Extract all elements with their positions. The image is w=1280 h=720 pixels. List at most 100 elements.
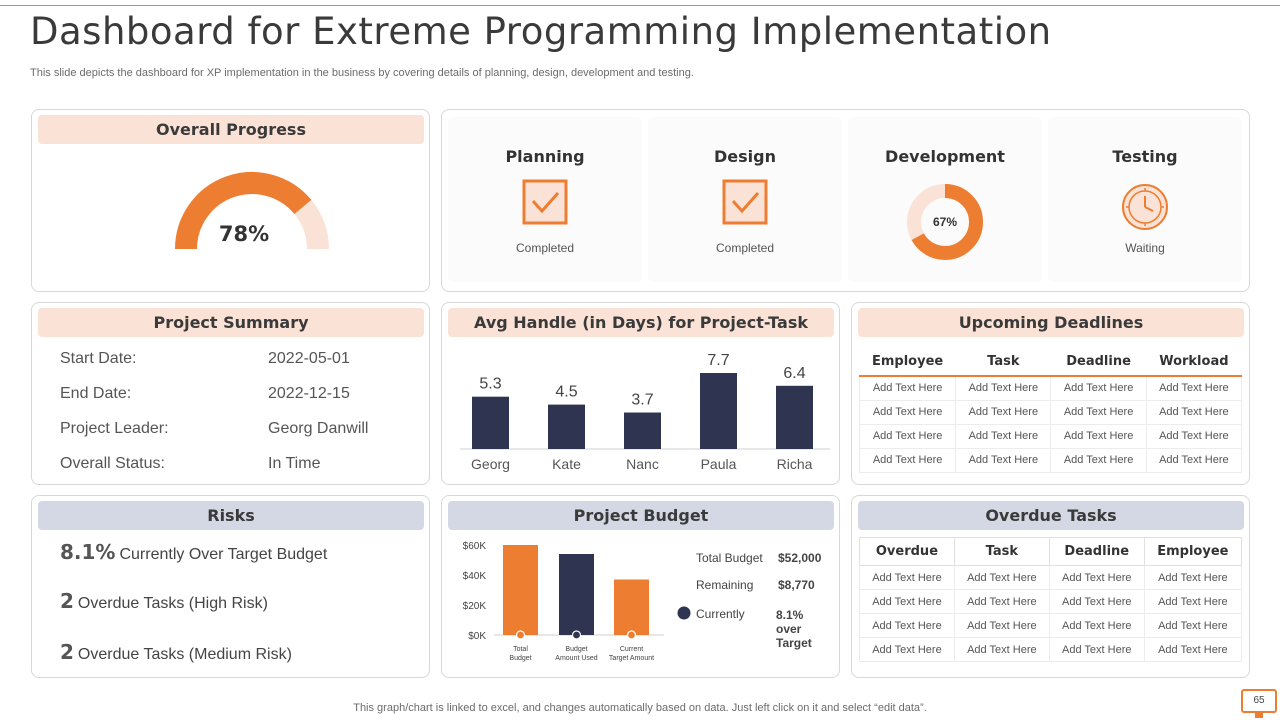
table-cell: Add Text Here [955,399,1052,425]
risk-number: 8.1% [60,540,116,564]
avg-handle-card: Avg Handle (in Days) for Project-Task 5.… [441,302,840,485]
avg-handle-heading: Avg Handle (in Days) for Project-Task [448,308,834,337]
phase-status: Completed [715,241,775,255]
upcoming-deadlines-card: Upcoming Deadlines Employee Task Deadlin… [851,302,1250,485]
table-row: Add Text Here Add Text Here Add Text Her… [858,399,1243,425]
total-budget-value: $52,000 [778,551,822,565]
deadlines-table: Employee Task Deadline Workload Add Text… [858,348,1243,473]
data-label: 6.4 [783,365,805,382]
tick-label: Richa [777,456,813,472]
tick-label: Kate [552,456,581,472]
bar [503,545,538,635]
project-summary-card: Project Summary Start Date: 2022-05-01 E… [31,302,430,485]
table-cell: Add Text Here [953,637,1050,662]
risk-text: Currently Over Target Budget [119,546,328,563]
summary-label: Overall Status: [60,455,165,472]
table-cell: Add Text Here [859,637,955,662]
x-tick-label-line: Total [513,646,528,653]
column-header: Deadline [1050,348,1147,377]
table-cell: Add Text Here [1143,589,1243,614]
overdue-tasks-heading: Overdue Tasks [858,501,1244,530]
donut-icon [907,184,983,260]
tick-label: Georg [471,456,510,472]
donut-value: 67% [932,215,958,229]
footer-note: This graph/chart is linked to excel, and… [353,702,927,714]
y-tick-label: $0K [468,631,486,642]
phases-card: Planning Completed Design Completed Deve… [441,109,1250,292]
summary-value: In Time [268,455,321,472]
column-header: Task [955,348,1051,377]
column-header: Employee [859,348,956,377]
summary-value: 2022-12-15 [268,385,350,402]
risk-number: 2 [60,589,74,613]
bar [700,373,737,449]
table-cell: Add Text Here [1143,613,1243,638]
table-cell: Add Text Here [955,423,1052,449]
table-row: Add Text Here Add Text Here Add Text Her… [859,613,1243,638]
phase-title: Planning [505,147,585,166]
table-cell: Add Text Here [1145,375,1243,401]
risks-heading: Risks [38,501,424,530]
x-tick-label-line: Budget [509,655,531,662]
y-tick-label: $20K [463,601,487,612]
table-cell: Add Text Here [1050,447,1147,473]
table-cell: Add Text Here [1050,375,1147,401]
data-label: 5.3 [479,376,501,393]
page-number: 65 [1241,689,1277,713]
project-budget-heading: Project Budget [448,501,834,530]
table-cell: Add Text Here [1048,589,1145,614]
summary-label: Project Leader: [60,420,169,437]
bullet-dot-icon [677,606,691,620]
budget-chart: $0K $20K $40K $60K Total Budget Budget Amount U… [463,541,664,662]
bar-marker [571,630,582,640]
risk-text: Overdue Tasks (Medium Risk) [77,646,292,663]
x-tick-label: Budget Amount Used [555,646,598,662]
bar-marker [626,630,637,640]
table-cell: Add Text Here [953,589,1050,614]
gauge-fill [175,172,312,250]
bar [472,396,509,449]
y-tick-label: $40K [463,571,487,582]
table-cell: Add Text Here [858,399,957,425]
table-row: Add Text Here Add Text Here Add Text Her… [858,423,1243,449]
x-tick-label: Total Budget [509,646,531,662]
bar [624,412,661,449]
clock-icon [1122,184,1168,230]
table-cell: Add Text Here [1050,399,1147,425]
phase-title: Testing [1112,147,1178,166]
table-cell: Add Text Here [953,565,1050,590]
table-row: Add Text Here Add Text Here Add Text Her… [858,447,1243,473]
project-summary-heading: Project Summary [38,308,424,337]
column-header: Deadline [1048,537,1145,566]
upcoming-deadlines-heading: Upcoming Deadlines [858,308,1244,337]
summary-label: End Date: [60,385,132,402]
table-header-row: Employee Task Deadline Workload [859,348,1242,377]
phase-title: Development [885,147,1005,166]
page-number-stand [1255,713,1263,718]
table-cell: Add Text Here [1145,423,1243,449]
table-cell: Add Text Here [1048,565,1145,590]
phase-development: Development 67% [848,117,1042,282]
x-tick-label: Current Target Amount [609,646,654,662]
summary-label: Start Date: [60,350,137,367]
table-cell: Add Text Here [1143,637,1243,662]
table-cell: Add Text Here [1048,637,1145,662]
remaining-value: $8,770 [778,578,815,592]
y-tick-label: $60K [463,541,487,552]
bar-marker [515,630,526,640]
overall-progress-value: 78% [218,222,270,246]
table-cell: Add Text Here [859,565,955,590]
table-cell: Add Text Here [859,613,955,638]
table-cell: Add Text Here [859,589,955,614]
table-cell: Add Text Here [1145,447,1243,473]
table-row: Add Text Here Add Text Here Add Text Her… [859,565,1243,590]
tick-label: Nanc [626,456,659,472]
bar [776,385,813,449]
page-title: Dashboard for Extreme Programming Implem… [30,10,1052,53]
phase-testing: Testing Waiting [1048,117,1242,282]
risk-text: Overdue Tasks (High Risk) [77,595,268,612]
table-row: Add Text Here Add Text Here Add Text Her… [859,637,1243,662]
table-cell: Add Text Here [1145,399,1243,425]
page-subtitle: This slide depicts the dashboard for XP … [30,67,694,79]
data-label: 4.5 [555,384,577,401]
